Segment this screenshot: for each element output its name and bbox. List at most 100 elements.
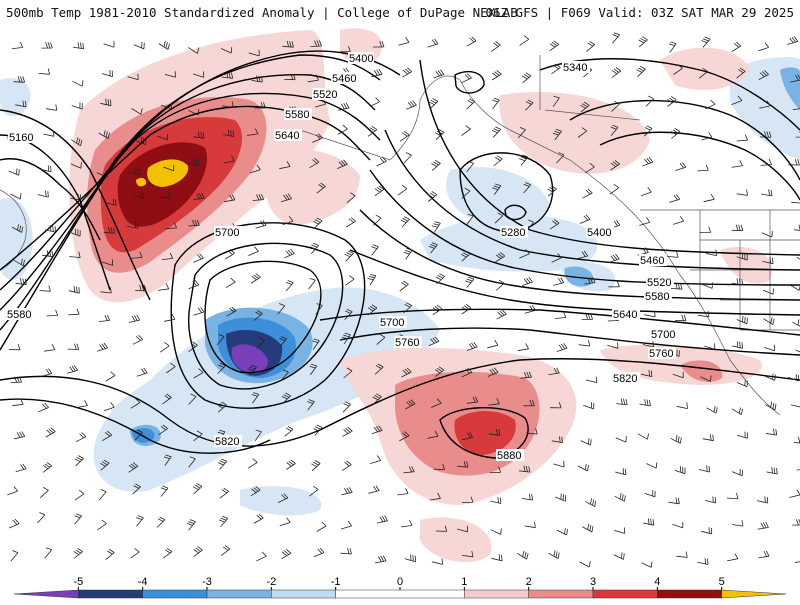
wind-barb — [641, 187, 651, 195]
wind-barb — [581, 438, 592, 445]
wind-barb — [159, 41, 170, 50]
wind-barb — [251, 274, 260, 284]
wind-barb — [616, 399, 627, 405]
wind-barb — [643, 157, 653, 166]
wind-barb — [732, 160, 743, 167]
wind-barb — [549, 550, 560, 558]
wind-barb — [314, 548, 324, 557]
wind-barb — [404, 153, 412, 164]
wind-barb — [129, 315, 140, 323]
wind-barb — [765, 402, 776, 410]
wind-barb — [609, 254, 619, 262]
wind-barb — [583, 189, 593, 198]
pos-anomaly-area — [420, 517, 492, 562]
wind-barb — [732, 341, 743, 348]
contour-label: 5700 — [651, 329, 675, 341]
wind-barb — [732, 408, 743, 415]
wind-barb — [44, 344, 55, 351]
wind-barb — [102, 70, 113, 77]
wind-barb — [136, 516, 143, 527]
wind-barb — [401, 217, 410, 228]
wind-barb — [342, 487, 353, 495]
contour-label: 5460 — [640, 255, 664, 267]
wind-barb — [194, 547, 203, 557]
wind-barb — [309, 278, 316, 289]
wind-barb — [677, 403, 688, 409]
wind-barb — [317, 522, 327, 531]
wind-barb — [346, 218, 355, 228]
wind-barb — [582, 524, 593, 532]
wind-barb — [613, 33, 620, 44]
wind-barb — [671, 435, 682, 443]
wind-barb — [371, 245, 378, 256]
wind-barb — [697, 558, 708, 565]
wind-barb — [702, 283, 713, 289]
map-panel: 5400 5460 5520 5580 5640 5160 5700 5580 … — [0, 26, 800, 580]
colorbar-segment — [464, 590, 528, 598]
wind-barb — [583, 402, 594, 409]
colorbar-segment — [529, 590, 593, 598]
contour-label: 5580 — [7, 309, 31, 321]
wind-barb — [643, 518, 654, 525]
wind-barb — [286, 280, 293, 291]
wind-barb — [248, 247, 258, 256]
neg-anomaly-area — [240, 486, 321, 515]
wind-barb — [491, 42, 500, 52]
wind-barb — [492, 98, 499, 109]
wind-barb — [9, 168, 20, 175]
wind-barb — [38, 513, 45, 524]
wind-barb — [219, 516, 228, 527]
wind-barb — [517, 551, 528, 559]
wind-barb — [226, 278, 235, 288]
wind-barb — [615, 493, 626, 501]
wind-barb — [284, 249, 294, 258]
colorbar-tick-label: 5 — [719, 576, 725, 588]
wind-barb — [612, 68, 621, 78]
wind-barb — [646, 462, 657, 468]
wind-barb — [341, 548, 352, 554]
contour-label: 5700 — [215, 227, 239, 239]
wind-barb — [133, 335, 143, 344]
wind-barb — [639, 37, 648, 47]
wind-barb — [638, 433, 649, 439]
wind-barb — [280, 518, 291, 526]
neg-anomaly-area — [446, 167, 550, 226]
wind-barb — [492, 70, 501, 80]
wind-barb — [74, 548, 83, 558]
wind-barb — [766, 429, 777, 435]
wind-barb — [373, 215, 381, 225]
pos-anomaly-area — [265, 149, 360, 225]
contour-label: 5520 — [647, 277, 671, 289]
wind-barb — [794, 437, 800, 443]
contour-label: 5760 — [395, 337, 419, 349]
wind-barb — [401, 520, 412, 527]
wind-barb — [7, 486, 17, 495]
wind-barb — [75, 456, 84, 466]
wind-barb — [397, 488, 408, 495]
wind-barb — [578, 464, 589, 471]
contour-label: 5340 — [563, 62, 587, 74]
wind-barb — [737, 135, 748, 141]
wind-barb — [104, 402, 114, 410]
wind-barb — [41, 165, 52, 172]
contour-label: 5400 — [349, 53, 373, 65]
wind-barb — [585, 498, 596, 506]
wind-barb — [193, 484, 202, 494]
contour-label: 5820 — [215, 436, 239, 448]
colorbar-tick-label: 1 — [461, 576, 467, 588]
contour-label: 5280 — [501, 227, 525, 239]
wind-barb — [672, 522, 682, 528]
height-contour — [455, 72, 484, 93]
wind-barb — [579, 340, 590, 346]
wind-barb — [40, 286, 51, 292]
wind-barb — [341, 521, 352, 529]
wind-barb — [68, 309, 79, 315]
wind-barb — [554, 461, 565, 467]
wind-barb — [699, 466, 710, 473]
wind-barb — [496, 280, 504, 290]
contour-label: 5880 — [497, 450, 521, 462]
wind-barb — [676, 552, 687, 558]
wind-barb — [700, 227, 711, 233]
wind-barb — [732, 469, 743, 476]
